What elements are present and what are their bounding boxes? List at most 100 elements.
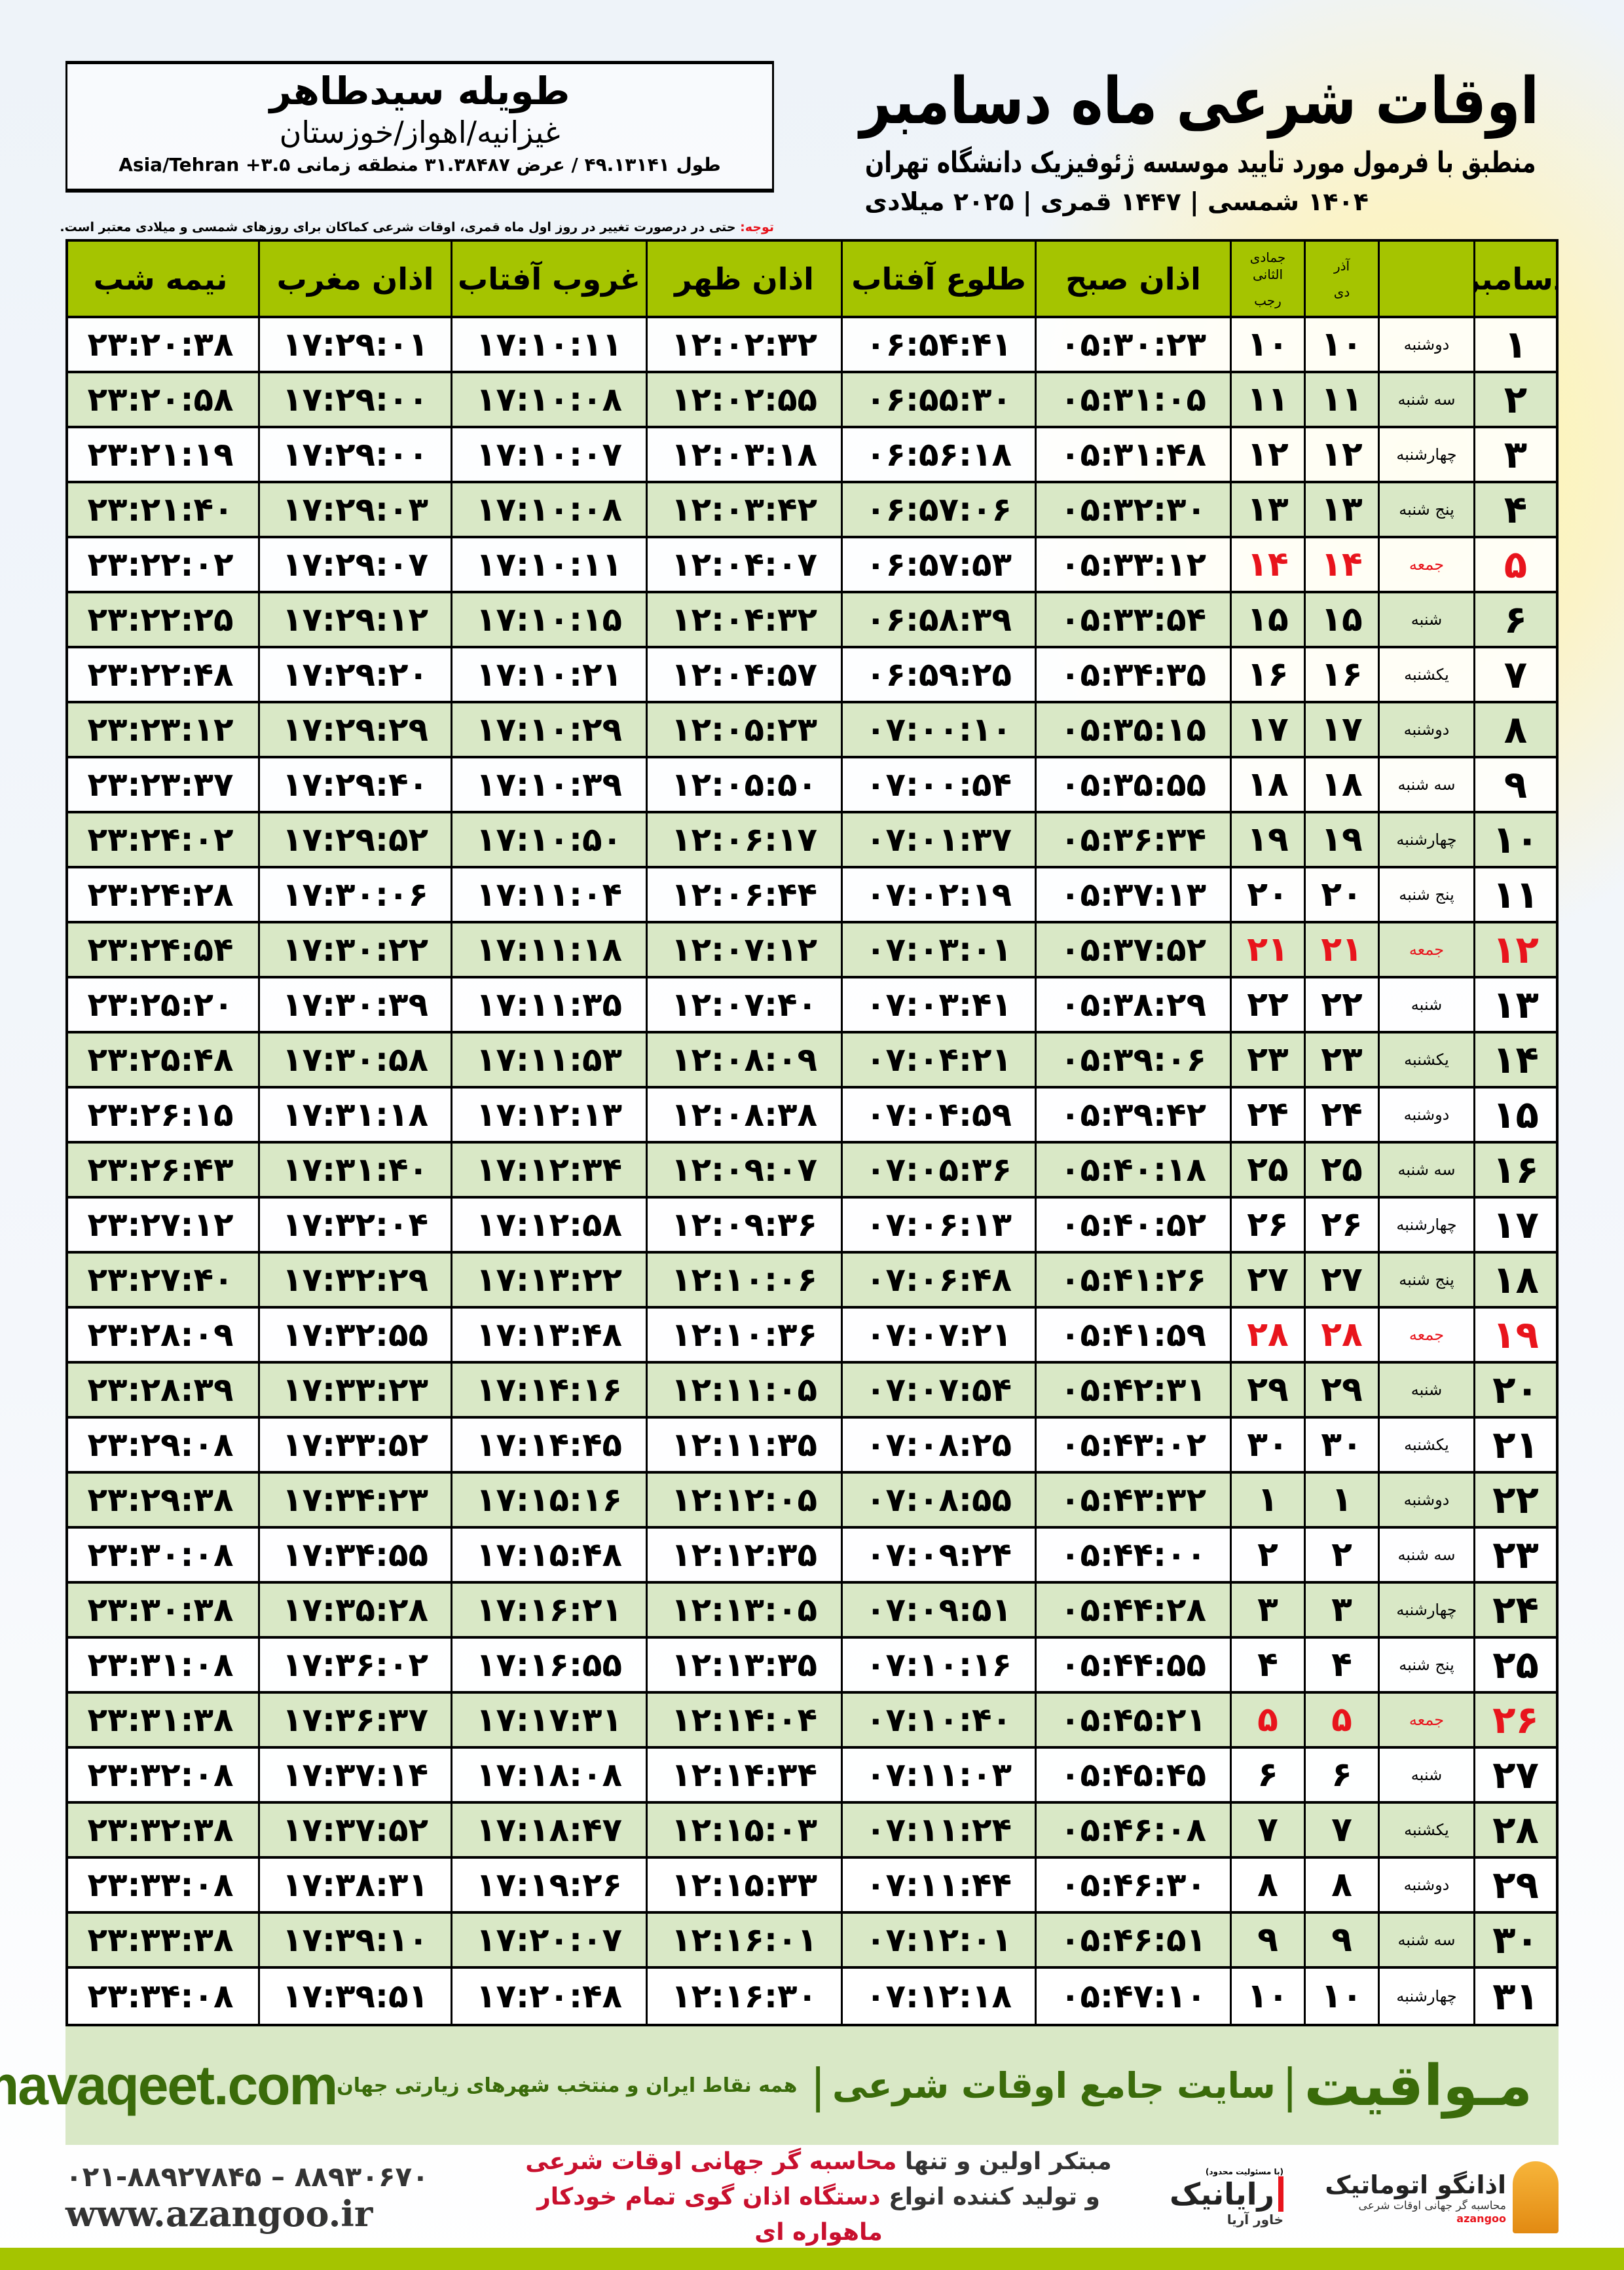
cell-shamsi-day: ۱۰ [1304, 1969, 1378, 2024]
cell-sunset: ۱۷:۱۰:۱۱ [451, 318, 646, 371]
cell-day: ۵ [1473, 538, 1556, 591]
cell-sunrise: ۰۷:۰۰:۵۴ [841, 758, 1035, 811]
cell-fajr: ۰۵:۴۵:۴۵ [1035, 1749, 1230, 1801]
cell-sunrise: ۰۷:۰۶:۱۳ [841, 1199, 1035, 1251]
cell-sunset: ۱۷:۲۰:۴۸ [451, 1969, 646, 2024]
cell-midnight: ۲۳:۲۰:۳۸ [87, 326, 234, 363]
promo-line2: و تولید کننده انواع [880, 2184, 1100, 2210]
cell-sunrise: ۰۷:۰۱:۳۷ [841, 813, 1035, 866]
cell-sunset: ۱۷:۱۰:۱۵ [451, 593, 646, 646]
cell-maghrib: ۱۷:۳۱:۱۸ [258, 1088, 451, 1141]
cell-weekday: دوشنبه [1378, 1474, 1473, 1526]
cell-maghrib: ۱۷:۳۲:۵۵ [258, 1309, 451, 1361]
cell-shamsi-day: ۲۶ [1304, 1199, 1378, 1251]
cell-day: ۲ [1473, 373, 1556, 426]
cell-maghrib: ۱۷:۲۹:۵۲ [258, 813, 451, 866]
mavaqeet-url[interactable]: mavaqeet.com [0, 2055, 338, 2116]
cell-shamsi-day: ۱۳ [1304, 483, 1378, 536]
cell-shamsi-day: ۳۰ [1304, 1419, 1378, 1471]
cell-maghrib: ۱۷:۳۷:۱۴ [258, 1749, 451, 1801]
table-row: ۱۸ پنج شنبه ۲۷ ۲۷ ۰۵:۴۱:۲۶ ۰۷:۰۶:۴۸ ۱۲:۱۰:۰۶ ۱۷… [68, 1254, 1556, 1309]
location-name: طویله سیدطاهر [269, 69, 570, 113]
col-qamari-top: جمادی الثانی [1249, 249, 1286, 282]
cell-shamsi-day: ۲ [1304, 1529, 1378, 1581]
cell-sunset: ۱۷:۱۰:۰۸ [451, 483, 646, 536]
cell-qamari-day: ۱۲ [1230, 428, 1304, 481]
cell-shamsi-day: ۱۹ [1304, 813, 1378, 866]
cell-fajr: ۰۵:۳۲:۳۰ [1035, 483, 1230, 536]
cell-weekday: سه شنبه [1378, 758, 1473, 811]
cell-maghrib: ۱۷:۳۴:۵۵ [258, 1529, 451, 1581]
table-row: ۹ سه شنبه ۱۸ ۱۸ ۰۵:۳۵:۵۵ ۰۷:۰۰:۵۴ ۱۲:۰۵:۵۰ ۱۷:۱… [68, 758, 1556, 813]
cell-qamari-day: ۸ [1230, 1859, 1304, 1911]
cell-sunset: ۱۷:۱۱:۳۵ [451, 978, 646, 1031]
cell-dhuhr: ۱۲:۱۰:۰۶ [646, 1254, 841, 1306]
cell-fajr: ۰۵:۳۰:۲۳ [1035, 318, 1230, 371]
cell-sunrise: ۰۷:۰۴:۲۱ [841, 1033, 1035, 1086]
cell-weekday: سه شنبه [1378, 1529, 1473, 1581]
cell-dhuhr: ۱۲:۱۳:۳۵ [646, 1639, 841, 1691]
cell-dhuhr: ۱۲:۰۷:۴۰ [646, 978, 841, 1031]
cell-maghrib: ۱۷:۲۹:۲۰ [258, 648, 451, 701]
cell-weekday: چهارشنبه [1378, 428, 1473, 481]
cell-dhuhr: ۱۲:۱۶:۳۰ [646, 1969, 841, 2024]
cell-qamari-day: ۱۹ [1230, 813, 1304, 866]
table-row: ۱۶ سه شنبه ۲۵ ۲۵ ۰۵:۴۰:۱۸ ۰۷:۰۵:۳۶ ۱۲:۰۹:۰۷ ۱۷:… [68, 1144, 1556, 1199]
cell-day: ۶ [1473, 593, 1556, 646]
col-sunset: غروب آفتاب [451, 242, 646, 316]
cell-day: ۲۴ [1473, 1584, 1556, 1636]
col-sunrise: طلوع آفتاب [841, 242, 1035, 316]
cell-qamari-day: ۱۱ [1230, 373, 1304, 426]
rayanik-subtitle: خاور آریا [1227, 2212, 1283, 2227]
azangoo-website[interactable]: www.azangoo.ir [65, 2192, 373, 2235]
table-row: ۱۷ چهارشنبه ۲۶ ۲۶ ۰۵:۴۰:۵۲ ۰۷:۰۶:۱۳ ۱۲:۰۹:۳۶ ۱۷… [68, 1199, 1556, 1254]
cell-qamari-day: ۱۳ [1230, 483, 1304, 536]
cell-day: ۲۹ [1473, 1859, 1556, 1911]
rayanik-logo: (با مسئولیت محدود) رایانیک خاور آریا [1139, 2167, 1283, 2227]
col-shamsi: آذر دی [1304, 242, 1378, 316]
cell-day: ۱۰ [1473, 813, 1556, 866]
cell-sunset: ۱۷:۱۰:۲۹ [451, 703, 646, 756]
cell-qamari-day: ۱۶ [1230, 648, 1304, 701]
table-row: ۲ سه شنبه ۱۱ ۱۱ ۰۵:۳۱:۰۵ ۰۶:۵۵:۳۰ ۱۲:۰۲:۵۵ ۱۷:۱… [68, 373, 1556, 428]
cell-shamsi-day: ۲۸ [1304, 1309, 1378, 1361]
cell-sunrise: ۰۷:۰۷:۲۱ [841, 1309, 1035, 1361]
cell-dhuhr: ۱۲:۱۴:۰۴ [646, 1694, 841, 1746]
separator: | [810, 2058, 826, 2113]
cell-midnight: ۲۳:۲۲:۰۲ [87, 546, 234, 584]
cell-sunrise: ۰۷:۰۴:۵۹ [841, 1088, 1035, 1141]
cell-day: ۲۸ [1473, 1804, 1556, 1856]
cell-midnight: ۲۳:۲۴:۰۲ [87, 821, 234, 859]
cell-midnight: ۲۳:۲۴:۲۸ [87, 876, 234, 914]
cell-sunrise: ۰۷:۰۹:۲۴ [841, 1529, 1035, 1581]
cell-qamari-day: ۳ [1230, 1584, 1304, 1636]
cell-day: ۲۵ [1473, 1639, 1556, 1691]
cell-qamari-day: ۲ [1230, 1529, 1304, 1581]
cell-maghrib: ۱۷:۳۹:۵۱ [258, 1969, 451, 2024]
cell-qamari-day: ۱ [1230, 1474, 1304, 1526]
location-box: طویله سیدطاهر غیزانیه/اهواز/خوزستان طول … [65, 61, 774, 193]
cell-weekday: سه شنبه [1378, 1144, 1473, 1196]
col-shamsi-top: آذر [1333, 257, 1350, 274]
cell-sunrise: ۰۷:۱۱:۰۳ [841, 1749, 1035, 1801]
cell-shamsi-day: ۳ [1304, 1584, 1378, 1636]
cell-sunset: ۱۷:۱۷:۳۱ [451, 1694, 646, 1746]
cell-fajr: ۰۵:۴۶:۰۸ [1035, 1804, 1230, 1856]
rayanik-name: رایانیک [1139, 2176, 1283, 2212]
table-row: ۳ چهارشنبه ۱۲ ۱۲ ۰۵:۳۱:۴۸ ۰۶:۵۶:۱۸ ۱۲:۰۳:۱۸ ۱۷:… [68, 428, 1556, 483]
cell-midnight: ۲۳:۲۴:۵۴ [87, 931, 234, 969]
table-row: ۲۶ جمعه ۵ ۵ ۰۵:۴۵:۲۱ ۰۷:۱۰:۴۰ ۱۲:۱۴:۰۴ ۱۷:۱۷:۳۱… [68, 1694, 1556, 1749]
cell-weekday: جمعه [1378, 1309, 1473, 1361]
cell-day: ۱۸ [1473, 1254, 1556, 1306]
cell-qamari-day: ۱۴ [1230, 538, 1304, 591]
cell-shamsi-day: ۲۲ [1304, 978, 1378, 1031]
cell-shamsi-day: ۲۴ [1304, 1088, 1378, 1141]
cell-qamari-day: ۲۱ [1230, 923, 1304, 976]
cell-qamari-day: ۱۰ [1230, 1969, 1304, 2024]
table-row: ۱۵ دوشنبه ۲۴ ۲۴ ۰۵:۳۹:۴۲ ۰۷:۰۴:۵۹ ۱۲:۰۸:۳۸ ۱۷:۱… [68, 1088, 1556, 1144]
col-fajr: اذان صبح [1035, 242, 1230, 316]
cell-qamari-day: ۲۵ [1230, 1144, 1304, 1196]
cell-qamari-day: ۷ [1230, 1804, 1304, 1856]
col-shamsi-bottom: دی [1333, 284, 1350, 300]
col-midnight: نیمه شب [93, 261, 228, 297]
